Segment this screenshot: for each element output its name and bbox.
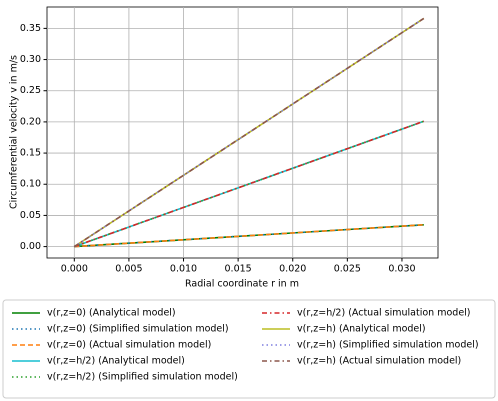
y-tick-label: 0.25 [20,85,41,96]
data-line [74,223,424,248]
x-tick-label: 0.010 [170,264,197,275]
y-axis-label: Circumferential velocity v in m/s [9,55,20,209]
data-line [73,17,425,248]
legend [2,299,496,399]
x-tick-label: 0.015 [225,264,252,275]
legend-label: v(r,z=h) (Simplified simulation model) [297,340,479,351]
data-line [74,120,425,248]
legend-label: v(r,z=h/2) (Simplified simulation model) [47,372,238,383]
x-axis-label: Radial coordinate r in m [185,279,299,290]
legend-label: v(r,z=h) (Actual simulation model) [297,356,461,367]
plot-frame [46,6,439,259]
y-tick-label: 0.00 [20,241,41,252]
legend-label: v(r,z=h/2) (Analytical model) [47,356,185,367]
legend-label: v(r,z=0) (Analytical model) [47,308,176,319]
data-line [73,17,425,248]
data-line [74,120,425,248]
legend-label: v(r,z=h/2) (Actual simulation model) [297,308,471,319]
legend-label: v(r,z=h) (Analytical model) [297,324,426,335]
x-tick-label: 0.030 [388,264,415,275]
legend-label: v(r,z=0) (Actual simulation model) [47,340,211,351]
y-tick-label: 0.35 [20,23,41,34]
x-tick-label: 0.000 [61,264,88,275]
x-tick-label: 0.005 [115,264,142,275]
x-tick-label: 0.020 [279,264,306,275]
y-tick-label: 0.20 [20,116,41,127]
y-tick-label: 0.15 [20,148,41,159]
x-tick-label: 0.025 [334,264,361,275]
y-tick-label: 0.30 [20,54,41,65]
y-tick-label: 0.05 [20,210,41,221]
legend-label: v(r,z=0) (Simplified simulation model) [47,324,229,335]
y-tick-label: 0.10 [20,179,41,190]
